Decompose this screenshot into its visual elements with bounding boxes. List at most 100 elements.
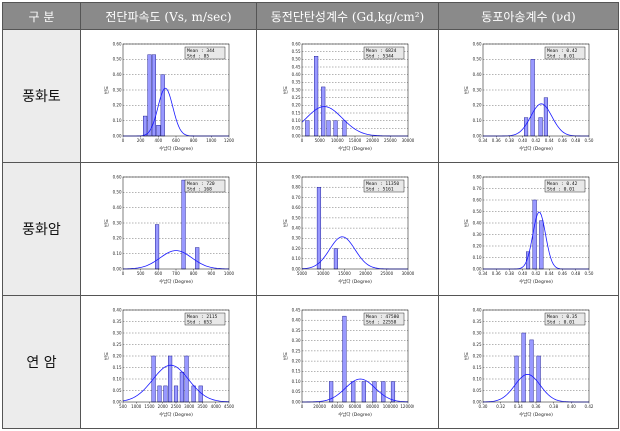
histogram-bar [304, 120, 309, 137]
header-row: 구 분 전단파속도 (Vs, m/sec) 동전단탄성계수 (Gd,kg/cm²… [2, 2, 619, 30]
cell-2-2: 0.00 0.05 0.10 0.15 0.20 0.25 0.30 0.35 0.40 0.30… [438, 295, 619, 429]
x-tick-label: 1500 [144, 404, 155, 409]
y-tick-label: 0.45 [291, 64, 300, 69]
y-tick-label: 0.35 [112, 319, 121, 324]
histogram-bar [333, 248, 338, 270]
histogram-bar [191, 385, 196, 403]
legend-std: Std : 0.01 [547, 186, 575, 192]
legend-mean: Mean : 0.35 [547, 314, 578, 320]
cell-2-0: 0.00 0.05 0.10 0.15 0.20 0.25 0.30 0.35 0.40 500 1… [80, 295, 257, 429]
y-tick-label: 0.10 [291, 256, 300, 261]
y-tick-label: 0.60 [291, 41, 300, 46]
y-tick-label: 0.10 [291, 118, 300, 123]
x-tick-label: 0.50 [584, 138, 593, 143]
histogram-bar [320, 86, 325, 137]
histogram-bar [313, 56, 318, 137]
y-tick-label: 0.30 [472, 330, 481, 335]
histogram-bar [532, 199, 537, 270]
y-tick-label: 0.10 [112, 251, 121, 256]
y-tick-label: 0.30 [112, 330, 121, 335]
y-tick-label: 0.20 [291, 103, 300, 108]
histogram-bar [160, 74, 165, 137]
x-tick-label: 0.42 [531, 271, 540, 276]
histogram-bar [514, 355, 519, 403]
x-tick-label: 10000 [330, 138, 343, 143]
y-tick-label: 0.80 [472, 174, 481, 179]
x-tick-label: 0.46 [558, 138, 567, 143]
y-tick-label: 0.30 [291, 236, 300, 241]
histogram-bar [333, 120, 338, 137]
x-tick-label: 0.36 [491, 271, 500, 276]
histogram-bar [390, 381, 395, 403]
y-tick-label: 0.70 [472, 186, 481, 191]
normal-curve [301, 378, 408, 403]
y-tick-label: 0.60 [112, 41, 121, 46]
plot-frame [482, 176, 589, 270]
legend-box [184, 179, 225, 193]
x-tick-label: 0.50 [584, 271, 593, 276]
y-tick-label: 0.25 [112, 342, 121, 347]
y-tick-label: 0.40 [291, 72, 300, 77]
chart-weathered-rock-vs: 0.00 0.10 0.20 0.30 0.40 0.50 0.60 0 500 600 700 80… [103, 174, 235, 285]
y-tick-label: 0.00 [112, 133, 121, 138]
histogram-bar [155, 125, 160, 137]
histogram-bar [536, 355, 541, 403]
y-tick-label: 0.50 [472, 209, 481, 214]
x-tick-label: 400 [154, 138, 162, 143]
legend-box [544, 179, 585, 193]
y-tick-label: 0.55 [291, 49, 300, 54]
cell-1-2: 0.00 0.10 0.20 0.30 0.40 0.50 0.60 0.70 0.80 0.34… [438, 162, 619, 296]
y-tick-label: 0.05 [112, 388, 121, 393]
x-axis-label: 수납다 (Degree) [519, 411, 553, 418]
legend-box [544, 312, 585, 326]
x-tick-label: 80000 [366, 404, 379, 409]
x-tick-label: 0.42 [531, 138, 540, 143]
x-tick-label: 20000 [313, 404, 326, 409]
rowhead-weathered-soil: 풍화토 [2, 29, 81, 163]
x-tick-label: 120000 [400, 404, 414, 409]
y-axis-label: 빈도 [282, 352, 289, 360]
x-tick-label: 0.38 [505, 138, 514, 143]
histogram-bar [543, 97, 548, 137]
x-tick-label: 25000 [383, 138, 396, 143]
y-axis-label: 빈도 [463, 86, 470, 94]
histogram-bar [350, 381, 355, 403]
y-tick-label: 0.40 [112, 307, 121, 312]
histogram-bar [316, 187, 321, 270]
legend-std: Std : 0.01 [547, 53, 575, 59]
legend-std: Std : 653 [187, 319, 212, 325]
x-tick-label: 0 [300, 138, 303, 143]
header-dynamic-poisson-ratio: 동포아송계수 (νd) [438, 2, 619, 30]
x-axis-label: 수납다 (Degree) [159, 145, 193, 152]
y-tick-label: 0.50 [291, 215, 300, 220]
y-tick-label: 0.00 [291, 266, 300, 271]
y-tick-label: 0.50 [112, 190, 121, 195]
histogram-bar [341, 120, 346, 137]
legend-std: Std : 0.01 [547, 319, 575, 325]
legend-box [363, 179, 404, 193]
plot-frame [301, 43, 408, 137]
x-tick-label: 1000 [131, 404, 142, 409]
x-tick-label: 15000 [348, 138, 361, 143]
y-tick-label: 0.15 [472, 365, 481, 370]
x-tick-label: 25000 [380, 271, 393, 276]
x-tick-label: 5000 [296, 271, 307, 276]
x-tick-label: 0.32 [496, 404, 505, 409]
x-axis-label: 수납다 (Degree) [159, 411, 193, 418]
legend-mean: Mean : 0.42 [547, 181, 578, 187]
histogram-bar [361, 381, 366, 403]
x-tick-label: 0.48 [571, 271, 580, 276]
header-dynamic-shear-modulus: 동전단탄성계수 (Gd,kg/cm²) [256, 2, 439, 30]
y-tick-label: 0.10 [472, 118, 481, 123]
x-tick-label: 700 [172, 271, 180, 276]
rowhead-weathered-rock: 풍화암 [2, 162, 81, 296]
y-tick-label: 0.15 [112, 365, 121, 370]
x-tick-label: 0.46 [558, 271, 567, 276]
row-weathered-rock: 풍화암 0.00 0.10 0.20 0.30 0.40 0.50 0.60 0 500 600 7… [2, 162, 619, 296]
x-tick-label: 2500 [170, 404, 181, 409]
x-tick-label: 900 [207, 271, 215, 276]
histogram-bar [179, 371, 184, 403]
legend-mean: Mean : 11350 [366, 181, 399, 187]
legend-std: Std : 5344 [366, 53, 394, 59]
